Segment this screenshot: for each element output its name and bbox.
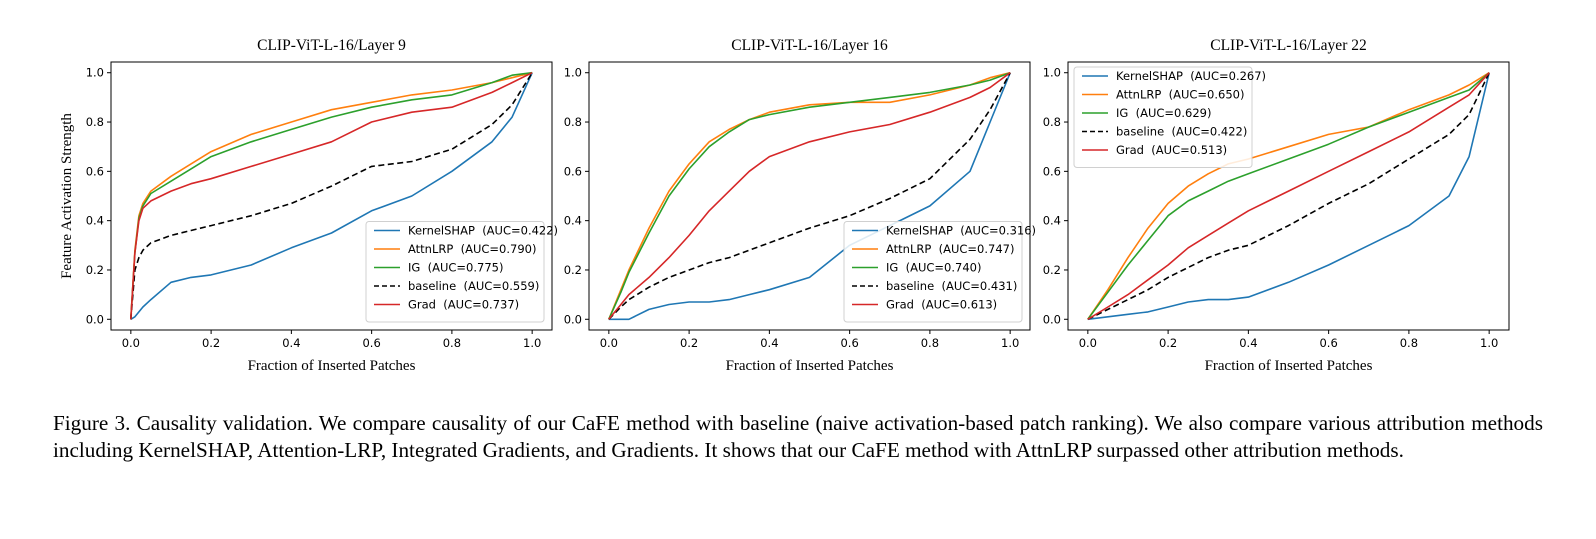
- series-line-kernelshap: [130, 72, 533, 320]
- y-tick-label: 0.4: [1043, 214, 1061, 228]
- x-tick-label: 0.4: [282, 336, 300, 350]
- x-tick-label: 0.8: [443, 336, 461, 350]
- x-tick-label: 0.6: [840, 336, 858, 350]
- legend-label-grad: Grad (AUC=0.737): [408, 298, 519, 312]
- x-axis-label: Fraction of Inserted Patches: [248, 358, 416, 374]
- y-tick-label: 0.2: [86, 263, 104, 277]
- x-tick-label: 0.8: [921, 336, 939, 350]
- legend-label-kernelshap: KernelSHAP (AUC=0.316): [886, 224, 1036, 238]
- y-tick-label: 0.4: [86, 214, 104, 228]
- y-axis-label: Feature Activation Strength: [59, 113, 75, 279]
- x-tick-label: 1.0: [523, 336, 541, 350]
- x-tick-label: 0.4: [1239, 336, 1257, 350]
- figure-charts: CLIP-ViT-L-16/Layer 9 0.0 0.2 0.4 0.6 0.8 1.0 0…: [59, 37, 1510, 374]
- x-axis-label: Fraction of Inserted Patches: [1205, 358, 1373, 374]
- legend-label-grad: Grad (AUC=0.513): [1116, 143, 1227, 157]
- series-line-kernelshap: [1087, 72, 1490, 321]
- chart-title: CLIP-ViT-L-16/Layer 22: [1210, 37, 1366, 54]
- x-tick-label: 0.8: [1400, 336, 1418, 350]
- x-axis-label: Fraction of Inserted Patches: [726, 358, 894, 374]
- x-tick-label: 1.0: [1480, 336, 1498, 350]
- legend: KernelSHAP (AUC=0.422) AttnLRP (AUC=0.790…: [365, 221, 558, 323]
- chart-title: CLIP-ViT-L-16/Layer 16: [731, 37, 888, 54]
- plot-frame: [110, 61, 553, 331]
- legend-label-baseline: baseline (AUC=0.422): [1116, 125, 1247, 139]
- legend-label-kernelshap: KernelSHAP (AUC=0.422): [408, 224, 558, 238]
- legend-label-ig: IG (AUC=0.775): [408, 261, 503, 275]
- chart-panel-2: CLIP-ViT-L-16/Layer 16 0.0 0.2 0.4 0.6 0.8 1.0…: [564, 37, 1036, 374]
- x-tick-label: 0.2: [680, 336, 698, 350]
- series-line-baseline: [130, 72, 533, 320]
- y-tick-label: 0.2: [564, 263, 582, 277]
- y-tick-label: 0.0: [86, 312, 104, 326]
- y-tick-label: 0.8: [564, 115, 582, 129]
- y-tick-label: 0.6: [564, 164, 582, 178]
- legend-label-grad: Grad (AUC=0.613): [886, 298, 997, 312]
- legend-label-attnlrp: AttnLRP (AUC=0.747): [886, 242, 1014, 256]
- y-tick-label: 1.0: [86, 66, 104, 80]
- series-line-grad: [130, 71, 533, 320]
- x-tick-label: 0.2: [202, 336, 220, 350]
- x-tick-label: 0.6: [362, 336, 380, 350]
- legend-box: [365, 221, 545, 323]
- legend-box: [843, 221, 1023, 323]
- chart-panel-1: CLIP-ViT-L-16/Layer 9 0.0 0.2 0.4 0.6 0.8 1.0 0…: [59, 37, 558, 374]
- legend-label-attnlrp: AttnLRP (AUC=0.790): [408, 242, 536, 256]
- legend-label-ig: IG (AUC=0.740): [886, 261, 981, 275]
- legend-label-baseline: baseline (AUC=0.431): [886, 279, 1017, 293]
- y-tick-label: 0.8: [86, 115, 104, 129]
- series-line-grad: [1087, 72, 1490, 320]
- legend: KernelSHAP (AUC=0.316) AttnLRP (AUC=0.747…: [843, 221, 1036, 323]
- y-tick-label: 0.6: [86, 164, 104, 178]
- legend-box: [1073, 66, 1253, 168]
- y-tick-label: 0.0: [1043, 312, 1061, 326]
- legend-label-kernelshap: KernelSHAP (AUC=0.267): [1116, 69, 1266, 83]
- y-tick-label: 0.8: [1043, 115, 1061, 129]
- legend-label-ig: IG (AUC=0.629): [1116, 106, 1211, 120]
- figure-caption: Figure 3. Causality validation. We compa…: [53, 411, 1543, 462]
- series-line-grad: [608, 72, 1011, 320]
- x-tick-label: 0.4: [760, 336, 778, 350]
- x-tick-label: 0.0: [122, 336, 140, 350]
- chart-panel-3: CLIP-ViT-L-16/Layer 22 0.0 0.2 0.4 0.6 0.8 1.0…: [1043, 37, 1510, 374]
- x-tick-label: 1.0: [1001, 336, 1019, 350]
- legend-label-baseline: baseline (AUC=0.559): [408, 279, 539, 293]
- y-tick-label: 0.2: [1043, 263, 1061, 277]
- series-line-baseline: [608, 72, 1011, 320]
- y-tick-label: 0.0: [564, 312, 582, 326]
- x-tick-label: 0.0: [600, 336, 618, 350]
- legend-label-attnlrp: AttnLRP (AUC=0.650): [1116, 88, 1244, 102]
- legend: KernelSHAP (AUC=0.267) AttnLRP (AUC=0.650…: [1073, 66, 1266, 168]
- x-tick-label: 0.2: [1159, 336, 1177, 350]
- series-line-baseline: [1087, 72, 1490, 321]
- x-tick-label: 0.6: [1319, 336, 1337, 350]
- y-tick-label: 0.6: [1043, 164, 1061, 178]
- plot-frame: [1067, 61, 1510, 331]
- y-tick-label: 0.4: [564, 214, 582, 228]
- series-line-kernelshap: [608, 72, 1011, 321]
- plot-frame: [588, 61, 1031, 331]
- y-tick-label: 1.0: [564, 66, 582, 80]
- chart-title: CLIP-ViT-L-16/Layer 9: [257, 37, 406, 54]
- x-tick-label: 0.0: [1079, 336, 1097, 350]
- series-line-ig: [1087, 72, 1490, 320]
- series-line-ig: [608, 71, 1011, 320]
- y-tick-label: 1.0: [1043, 66, 1061, 80]
